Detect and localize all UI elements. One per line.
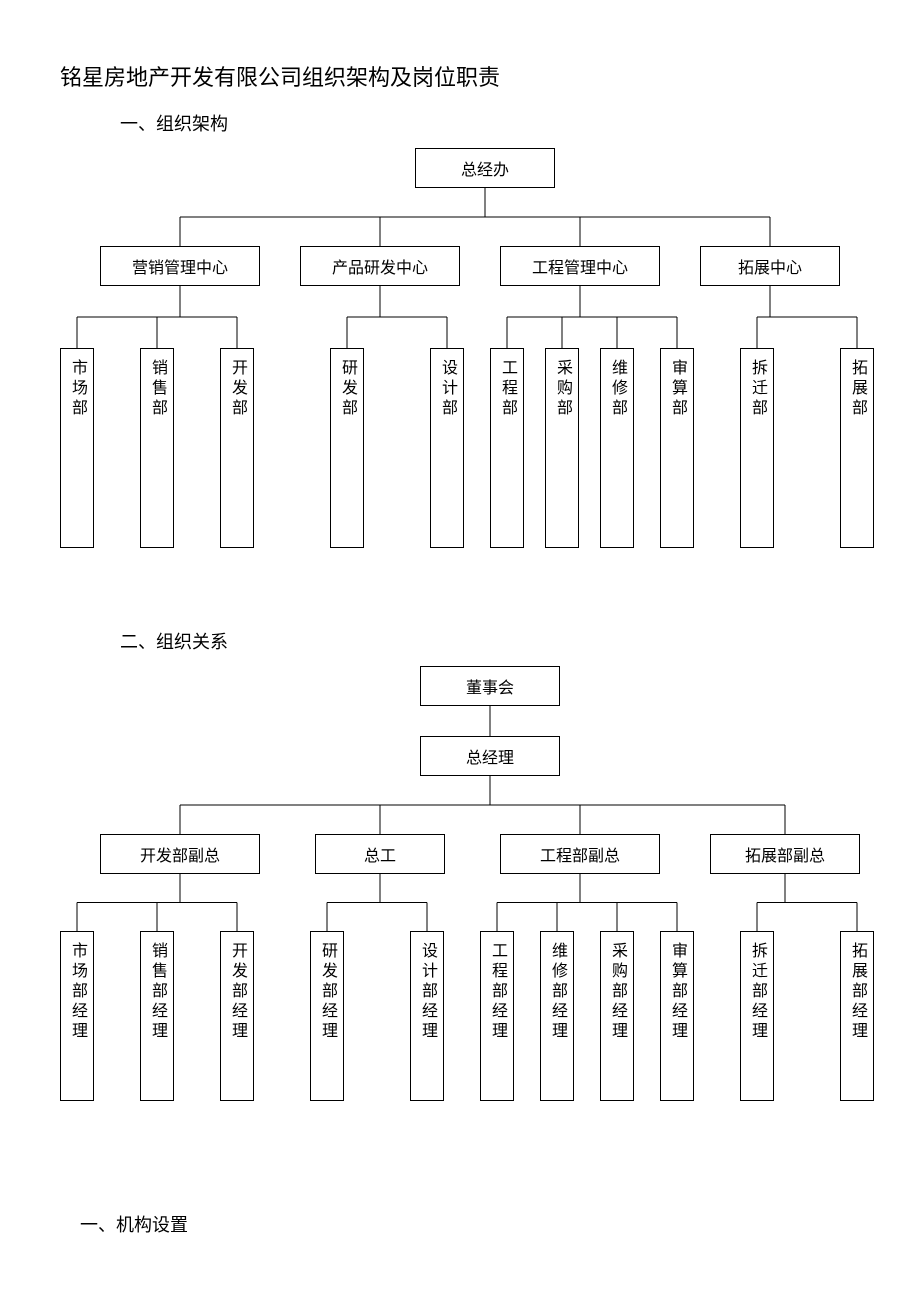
node-l3-2-1: 采购部	[545, 348, 579, 548]
node2-l3-2-2: 采购部经理	[600, 931, 634, 1101]
node-top1: 董事会	[420, 666, 560, 706]
node-l3-0-0: 市场部	[60, 348, 94, 548]
section-2-label: 二、组织关系	[120, 628, 870, 654]
doc-title: 铭星房地产开发有限公司组织架构及岗位职责	[60, 60, 870, 92]
node-l3-2-0: 工程部	[490, 348, 524, 548]
node2-l3-0-0: 市场部经理	[60, 931, 94, 1101]
section-3-label: 一、机构设置	[80, 1211, 870, 1237]
node-l3-3-1: 拓展部	[840, 348, 874, 548]
node2-l3-1-0: 研发部经理	[310, 931, 344, 1101]
node-l2-0: 营销管理中心	[100, 246, 260, 286]
node-l2-2: 工程管理中心	[500, 246, 660, 286]
node2-l3-2-3: 审算部经理	[660, 931, 694, 1101]
org-chart-2: 董事会总经理开发部副总 总工 工程部副总 拓展部副总市场部经理 销售部经理 开发部经理 研发…	[60, 666, 880, 1111]
node2-l2-1: 总工	[315, 834, 445, 874]
node2-l3-0-2: 开发部经理	[220, 931, 254, 1101]
section-1-label: 一、组织架构	[120, 110, 870, 136]
node-l2-1: 产品研发中心	[300, 246, 460, 286]
node2-l3-3-0: 拆迁部经理	[740, 931, 774, 1101]
node-l3-0-1: 销售部	[140, 348, 174, 548]
node-l3-3-0: 拆迁部	[740, 348, 774, 548]
node-l3-1-0: 研发部	[330, 348, 364, 548]
node-l3-1-1: 设计部	[430, 348, 464, 548]
node2-l2-3: 拓展部副总	[710, 834, 860, 874]
node-l3-2-2: 维修部	[600, 348, 634, 548]
node-l3-2-3: 审算部	[660, 348, 694, 548]
node-root: 总经办	[415, 148, 555, 188]
node2-l3-2-1: 维修部经理	[540, 931, 574, 1101]
node2-l3-0-1: 销售部经理	[140, 931, 174, 1101]
node2-l2-0: 开发部副总	[100, 834, 260, 874]
node-top2: 总经理	[420, 736, 560, 776]
node-l3-0-2: 开发部	[220, 348, 254, 548]
node2-l3-1-1: 设计部经理	[410, 931, 444, 1101]
org-chart-1: 总经办营销管理中心产品研发中心工程管理中心拓展中心市场部 销售部 开发部 研发部 设计部…	[60, 148, 880, 588]
node2-l3-2-0: 工程部经理	[480, 931, 514, 1101]
node-l2-3: 拓展中心	[700, 246, 840, 286]
node2-l2-2: 工程部副总	[500, 834, 660, 874]
node2-l3-3-1: 拓展部经理	[840, 931, 874, 1101]
